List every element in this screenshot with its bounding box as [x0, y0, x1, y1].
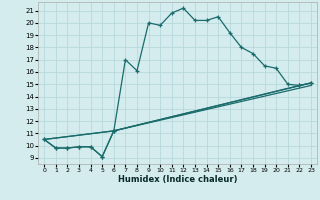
- X-axis label: Humidex (Indice chaleur): Humidex (Indice chaleur): [118, 175, 237, 184]
